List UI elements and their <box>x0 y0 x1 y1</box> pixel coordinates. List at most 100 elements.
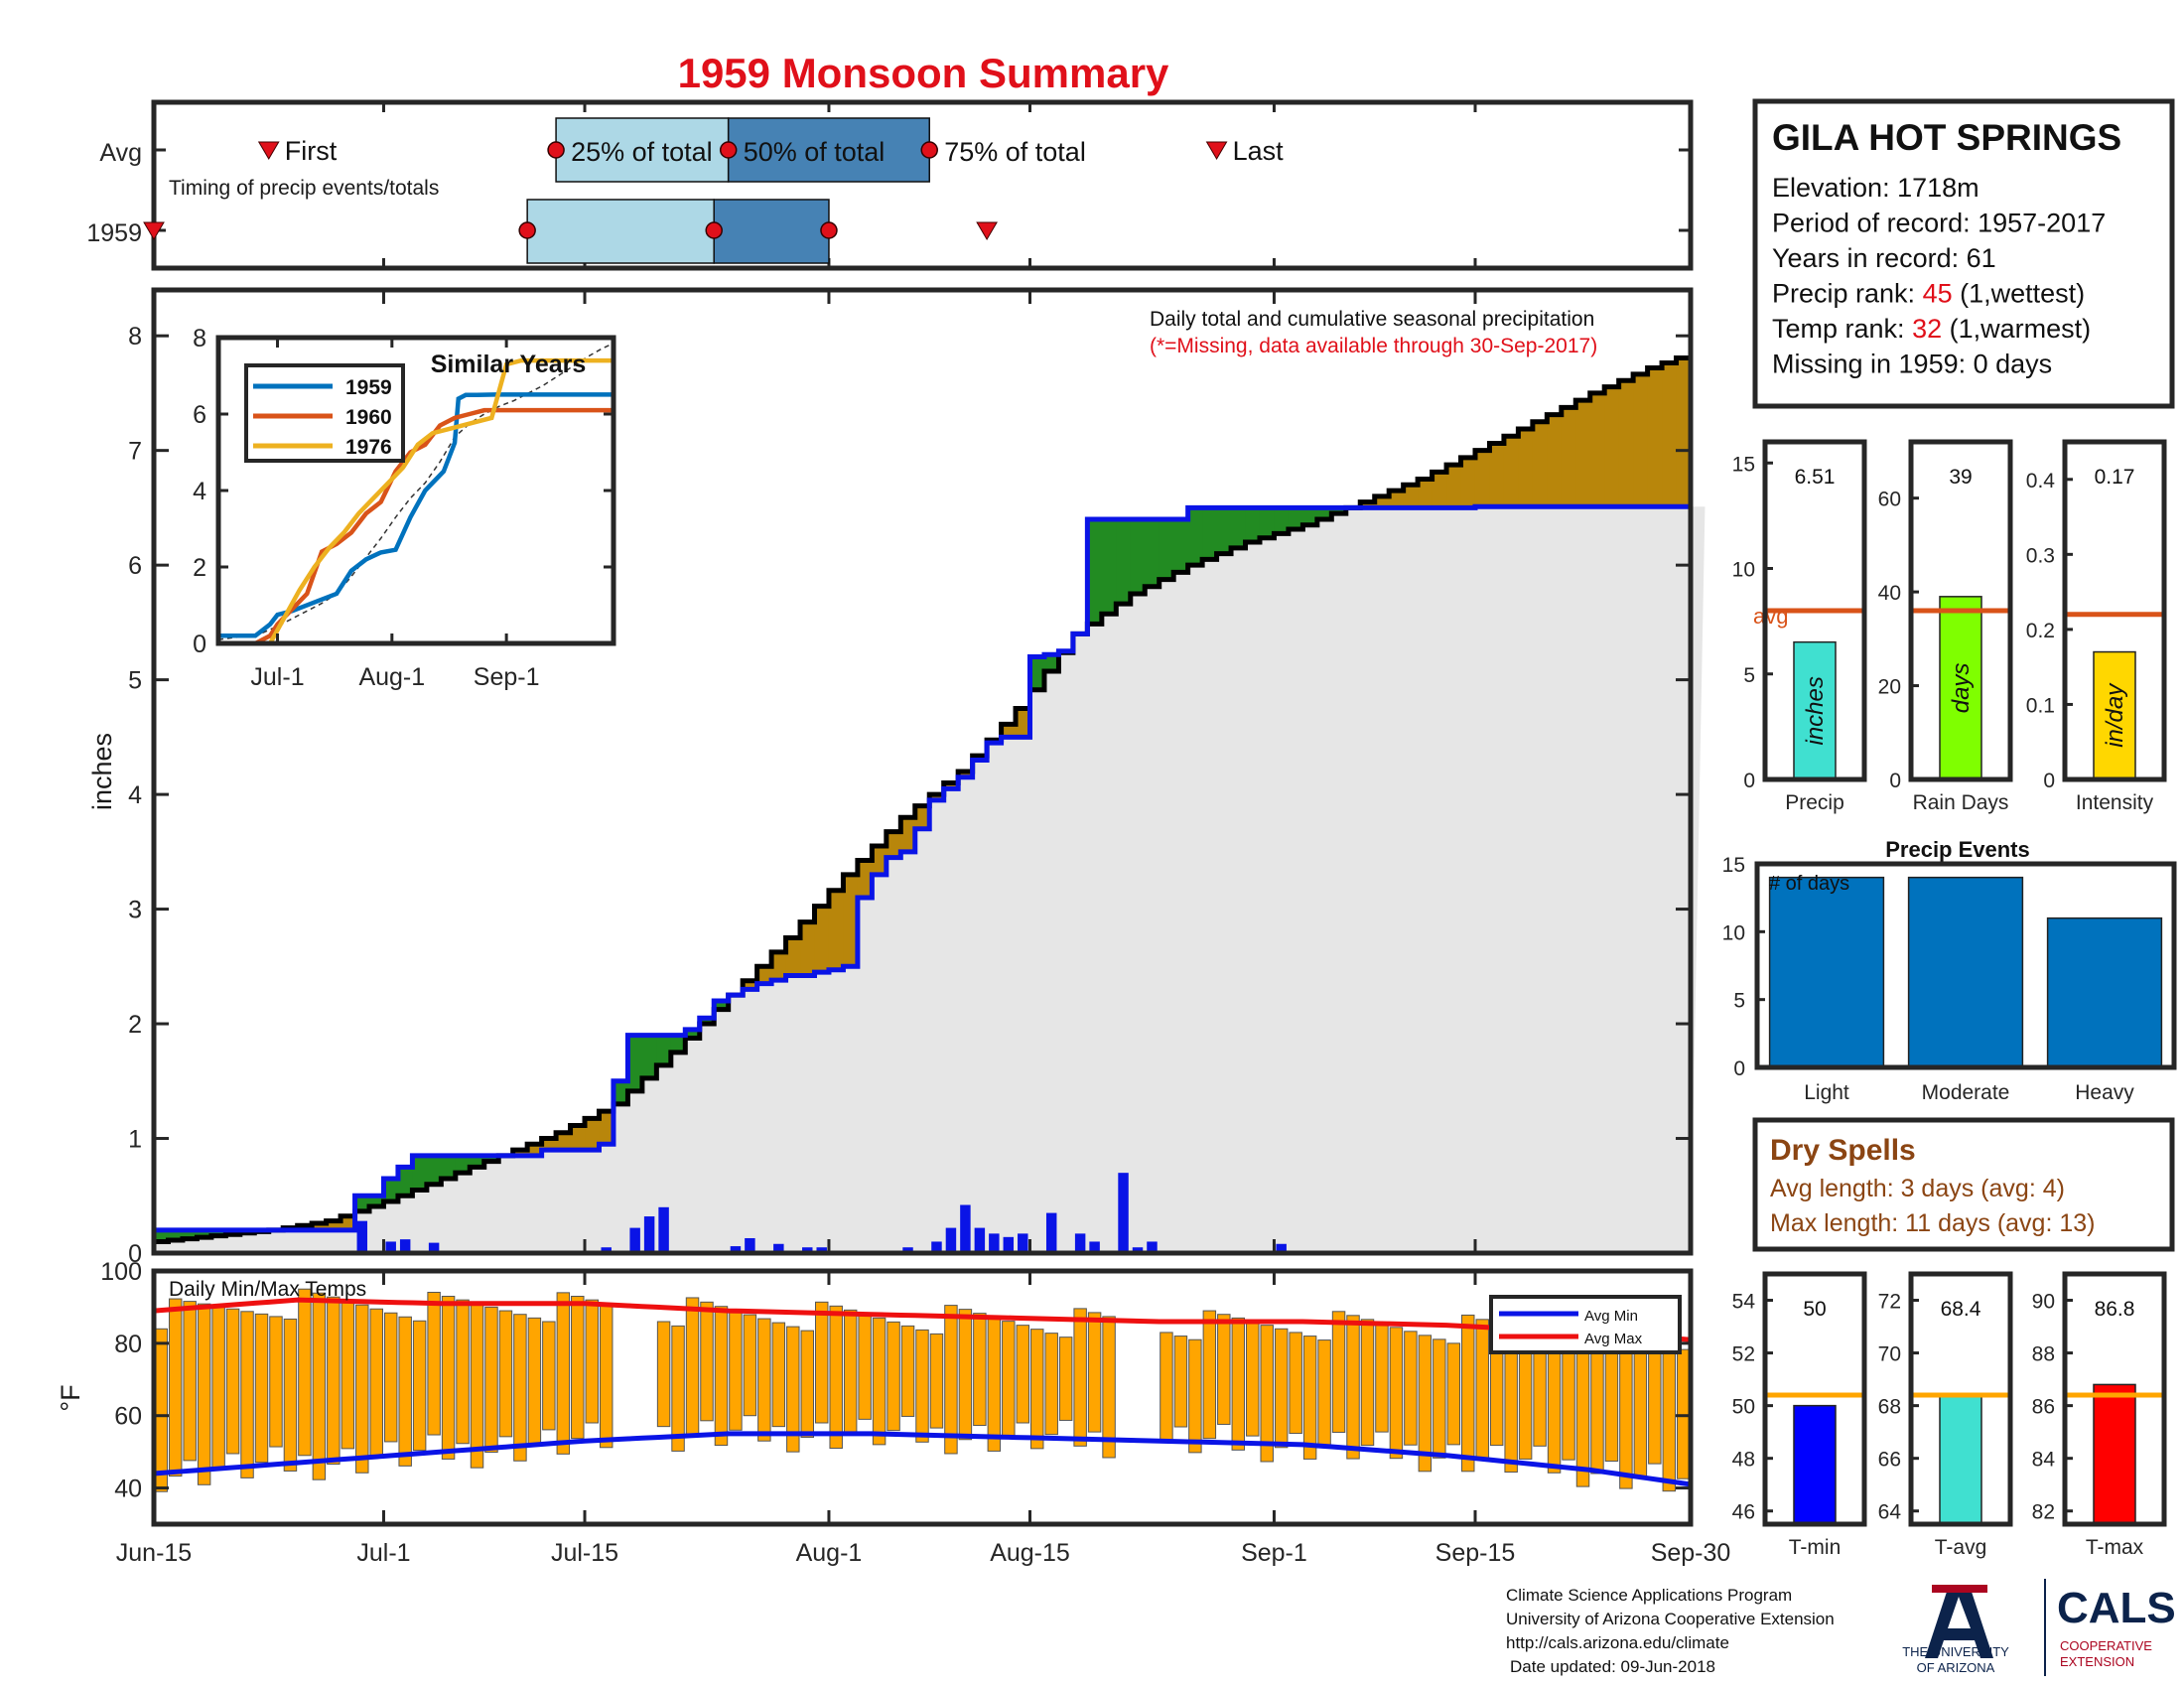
deficit-block-45 <box>800 921 816 976</box>
deficit-block-26 <box>527 1144 543 1156</box>
main-ytick-label-5: 5 <box>128 667 142 695</box>
precip-value: 6.51 <box>1795 466 1836 489</box>
temp-bar-26 <box>527 1317 542 1447</box>
station-line-1: Period of record: 1957-2017 <box>1772 209 2106 238</box>
deficit-block-54 <box>929 794 945 800</box>
temp-bar-87 <box>1404 1331 1418 1446</box>
deficit-block-42 <box>756 966 772 984</box>
surplus-block-70 <box>1159 518 1174 580</box>
daily-precip-bar-12 <box>816 1247 827 1253</box>
temp-bar-88 <box>1418 1335 1433 1473</box>
temp-bar-70 <box>1160 1332 1173 1442</box>
temp-bar-105 <box>1662 1343 1677 1492</box>
yr-last-marker <box>976 221 998 240</box>
ua-logo-bar <box>1932 1585 1987 1593</box>
surplus-block-39 <box>714 1000 730 1010</box>
surplus-block-34 <box>641 1035 657 1078</box>
surplus-block-80 <box>1302 507 1318 525</box>
daily-precip-bar-0 <box>356 1220 368 1253</box>
temp-bar-23 <box>484 1306 498 1454</box>
footer-line-url[interactable]: http://cals.arizona.edu/climate <box>1506 1633 1729 1652</box>
deficit-block-27 <box>541 1138 557 1151</box>
temp-bar-59 <box>1002 1321 1016 1438</box>
avg-p75-marker <box>920 141 938 159</box>
temp-bar-53 <box>915 1329 929 1443</box>
temp-bar-18 <box>412 1320 427 1452</box>
tmax-ytick-label-0: 82 <box>2032 1501 2055 1524</box>
ua-logo-line1: THE UNIVERSITY <box>1902 1644 2009 1659</box>
inset-xtick-label-1: Aug-1 <box>358 663 425 691</box>
tmax-ytick-label-3: 88 <box>2032 1343 2055 1366</box>
tmin-bar <box>1793 1404 1837 1525</box>
daily-precip-bar-7 <box>658 1206 669 1253</box>
surplus-block-76 <box>1245 507 1261 543</box>
daily-precip-bar-10 <box>773 1243 784 1253</box>
intensity-ytick-label-1: 0.1 <box>2026 694 2055 717</box>
deficit-block-43 <box>771 951 787 981</box>
yr-p75-marker <box>820 221 838 239</box>
tavg-ytick-label-0: 64 <box>1878 1501 1902 1524</box>
temp-bar-61 <box>1030 1329 1044 1450</box>
daily-precip-bar-4 <box>601 1247 612 1253</box>
temp-bar-41 <box>743 1314 757 1417</box>
cals-coop-line1: COOPERATIVE <box>2060 1638 2152 1653</box>
yr-box-25-50 <box>526 199 715 264</box>
tmin-ytick-label-4: 54 <box>1732 1291 1756 1314</box>
temp-bar-72 <box>1188 1338 1202 1454</box>
daily-precip-bar-19 <box>989 1233 1000 1253</box>
inset-legend-label-1976: 1976 <box>345 436 392 459</box>
temp-bar-30 <box>585 1299 599 1424</box>
surplus-block-32 <box>613 1080 629 1104</box>
temp-bar-21 <box>456 1299 470 1445</box>
temp-bar-1 <box>168 1298 183 1477</box>
temp-bar-60 <box>1016 1325 1030 1424</box>
station-line-4: Temp rank: 32 (1,warmest) <box>1772 314 2091 344</box>
temp-bar-4 <box>211 1306 225 1471</box>
precip-events-panel: Precip Events Light Moderate Heavy 0 5 10 15 #… <box>1722 837 2177 1104</box>
temp-bar-3 <box>197 1303 211 1485</box>
station-name: GILA HOT SPRINGS <box>1772 117 2121 158</box>
daily-precip-bar-3 <box>428 1242 440 1253</box>
surplus-block-69 <box>1145 518 1160 587</box>
daily-precip-bar-25 <box>1118 1173 1129 1253</box>
temperature-panel: 40 60 80 100 Jun-15 Jul-1 Jul-15 Aug-1 Aug-15 Sep… <box>56 1258 1730 1567</box>
deficit-block-88 <box>1418 479 1433 508</box>
events-axes <box>1754 861 2177 1070</box>
xtick-label-2: Jul-15 <box>551 1539 618 1567</box>
intensity-ytick-label-3: 0.3 <box>2026 544 2055 567</box>
cals-logo-text: CALS <box>2057 1584 2176 1632</box>
tavg-value: 68.4 <box>1941 1298 1981 1321</box>
surplus-block-17 <box>397 1167 414 1196</box>
intensity-xlabel: Intensity <box>2076 791 2154 814</box>
deficit-block-99 <box>1575 400 1591 507</box>
deficit-block-84 <box>1360 501 1376 508</box>
temp-bar-54 <box>929 1333 944 1429</box>
station-info-box: GILA HOT SPRINGS Elevation: 1718m Period … <box>1752 98 2175 409</box>
deficit-block-86 <box>1389 491 1405 508</box>
deficit-block-48 <box>843 874 859 967</box>
surplus-block-1 <box>168 1229 184 1241</box>
deficit-block-90 <box>1446 465 1462 508</box>
temp-bar-85 <box>1375 1323 1389 1433</box>
main-ytick-label-7: 7 <box>128 438 142 466</box>
temp-bar-81 <box>1317 1339 1331 1447</box>
daily-precip-bar-5 <box>629 1227 640 1253</box>
daily-precip-bar-9 <box>745 1237 755 1253</box>
tavg-bar <box>1939 1394 1982 1525</box>
temp-bar-91 <box>1461 1314 1475 1473</box>
timing-axes <box>151 99 1694 271</box>
temp-bar-90 <box>1446 1342 1461 1446</box>
raindays-axes <box>1908 439 2013 782</box>
precip-xlabel: Precip <box>1785 791 1844 814</box>
events-ytick-label-2: 10 <box>1722 921 1745 944</box>
legend-avg-max-label: Avg Max <box>1584 1331 1643 1347</box>
surplus-block-66 <box>1101 518 1117 615</box>
deficit-block-47 <box>828 890 845 970</box>
avg-last-label: Last <box>1233 136 1285 166</box>
daily-precip-bar-1 <box>385 1241 396 1253</box>
tavg-xlabel: T-avg <box>1935 1536 1987 1559</box>
footer-line-program: Climate Science Applications Program <box>1506 1586 1792 1605</box>
deficit-block-93 <box>1489 443 1505 507</box>
missing-note: (*=Missing, data available through 30-Se… <box>1150 335 1597 357</box>
temp-bar-46 <box>814 1301 829 1424</box>
